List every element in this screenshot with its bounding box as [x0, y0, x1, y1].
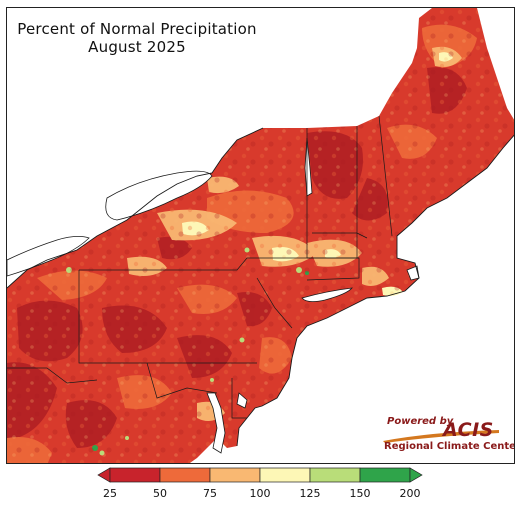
colorbar-tick-label: 100: [249, 487, 271, 500]
chesapeake-bay: [206, 392, 226, 454]
state-borders: [7, 115, 393, 419]
delaware-bay: [236, 392, 248, 409]
colorbar-bin-100-125: [259, 467, 311, 483]
colorbar-tick-label: 200: [399, 487, 421, 500]
lake-ontario: [105, 170, 213, 221]
colorbar-over-arrow: [409, 467, 423, 483]
coastline: [7, 127, 514, 447]
colorbar-tick-label: 50: [153, 487, 167, 500]
water-bodies: [7, 137, 420, 454]
colorbar-tick-label: 75: [203, 487, 217, 500]
logo-swoosh-icon: [383, 430, 499, 443]
colorbar-bin-125-150: [309, 467, 361, 483]
map-subtitle: August 2025: [88, 38, 186, 56]
colorbar-tick-label: 150: [349, 487, 371, 500]
colorbar-bin-50-75: [159, 467, 211, 483]
logo-acis-name: ACIS: [443, 419, 494, 441]
logo-powered-by: Powered by: [387, 416, 454, 427]
colorbar-under-arrow: [97, 467, 111, 483]
colorbar-bin-75-100: [209, 467, 261, 483]
texture-overlay: [7, 8, 514, 463]
acis-logo: Powered by ACIS Regional Climate Centers: [381, 414, 514, 454]
colorbar-tick-label: 125: [299, 487, 321, 500]
map-panel: Percent of Normal Precipitation August 2…: [6, 7, 515, 464]
colorbar-bin-25-50: [109, 467, 161, 483]
colorbar-tick-label: 25: [103, 487, 117, 500]
colorbar: [97, 467, 423, 483]
precipitation-map: [7, 8, 514, 463]
logo-subtitle: Regional Climate Centers: [384, 441, 515, 452]
map-title: Percent of Normal Precipitation: [17, 20, 257, 38]
long-island-sound: [301, 287, 353, 302]
colorbar-bin-150-200: [359, 467, 411, 483]
